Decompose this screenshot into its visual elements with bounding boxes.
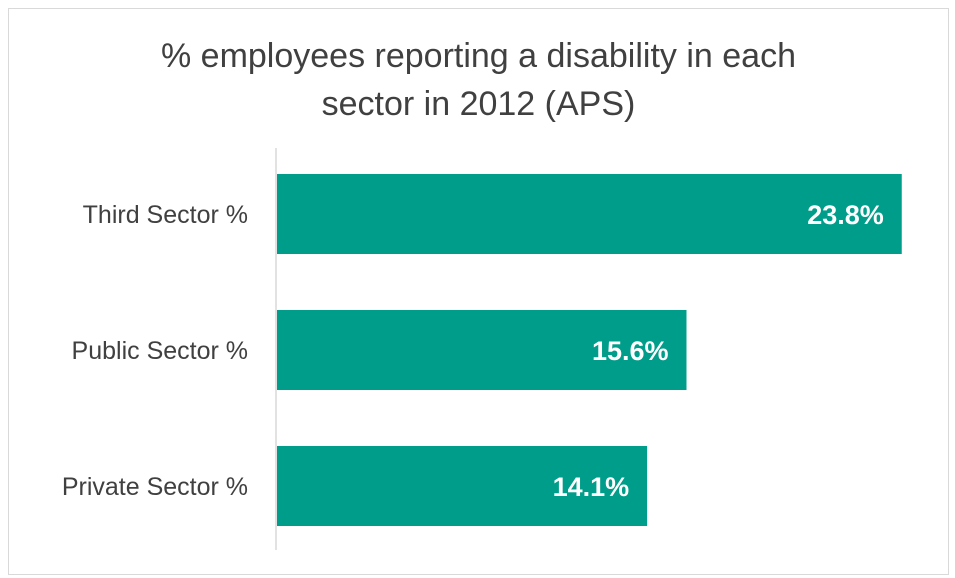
data-label: 15.6% — [592, 336, 669, 366]
chart-title-line-2: sector in 2012 (APS) — [321, 85, 636, 123]
bar-group: Private Sector % 14.1% — [62, 446, 648, 526]
data-label: 23.8% — [807, 200, 884, 230]
bar-group: Third Sector % 23.8% — [83, 174, 902, 254]
category-tick-label: Third Sector % — [83, 201, 248, 229]
category-tick-label: Public Sector % — [72, 337, 248, 365]
bar — [277, 310, 687, 390]
bar — [277, 174, 902, 254]
bar — [277, 446, 648, 526]
chart-title-line-1: % employees reporting a disability in ea… — [160, 37, 796, 75]
data-label: 14.1% — [553, 472, 630, 502]
bar-group: Public Sector % 15.6% — [72, 310, 687, 390]
category-tick-label: Private Sector % — [62, 473, 248, 501]
bars-layer: Third Sector % 23.8%Public Sector % 15.6%P… — [62, 174, 902, 526]
chart-title: % employees reporting a disability in ea… — [8, 32, 949, 128]
